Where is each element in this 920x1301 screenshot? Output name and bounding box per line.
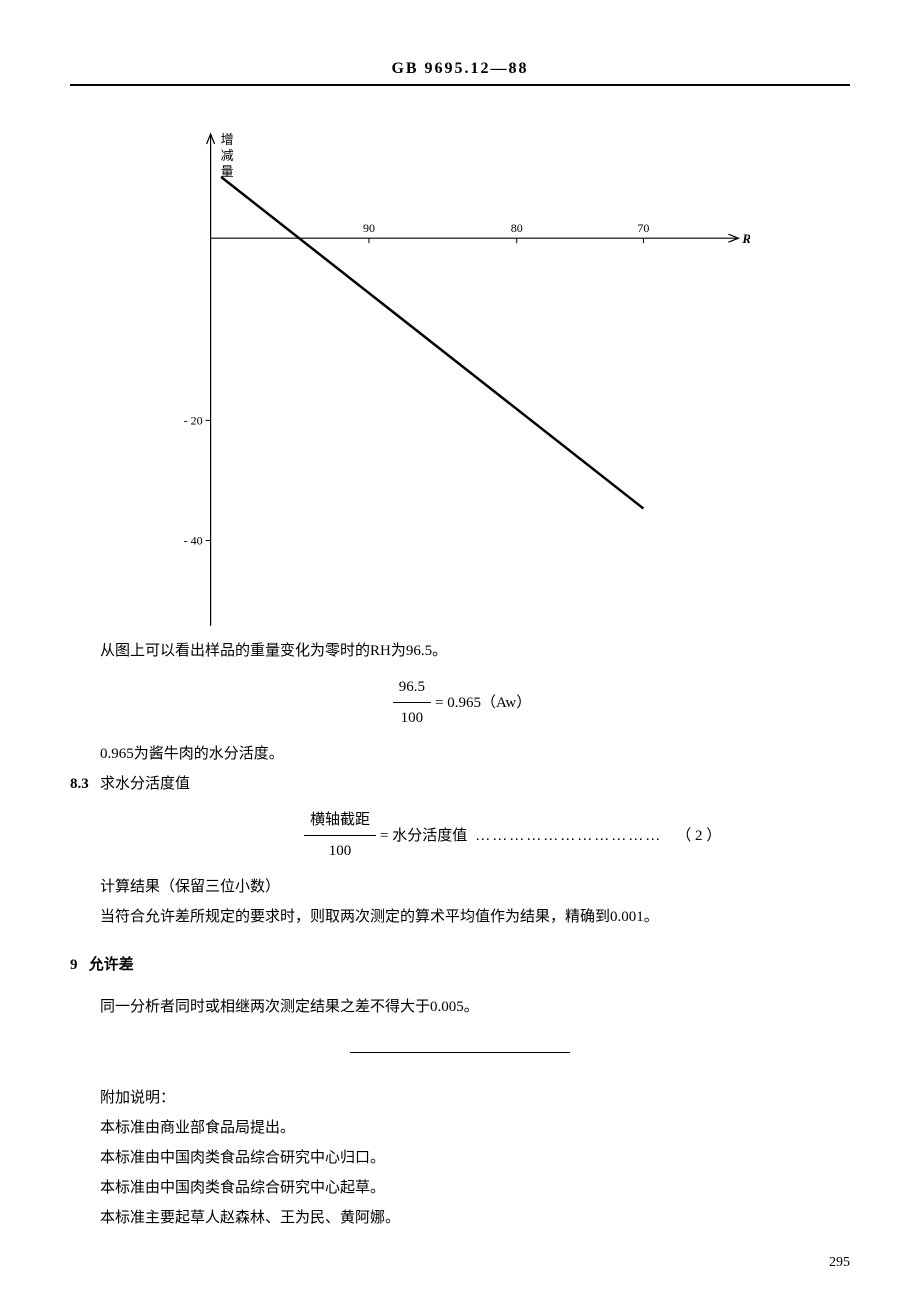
appendix-title: 附加说明：	[70, 1083, 850, 1113]
paragraph: 当符合允许差所规定的要求时，则取两次测定的算术平均值作为结果，精确到0.001。	[70, 902, 850, 932]
appendix-line: 本标准由中国肉类食品综合研究中心起草。	[70, 1173, 850, 1203]
formula-rhs: = 0.965（Aw）	[435, 688, 531, 718]
svg-text:- 20: - 20	[184, 413, 203, 427]
section-number: 8.3	[70, 776, 89, 792]
equation-number: （ 2 ）	[676, 821, 721, 851]
svg-text:增: 增	[221, 132, 234, 147]
body-text: 从图上可以看出样品的重量变化为零时的RH为96.5。 96.5 100 = 0.…	[70, 636, 850, 1233]
section-title: 求水分活度值	[100, 776, 190, 792]
paragraph: 0.965为酱牛肉的水分活度。	[70, 739, 850, 769]
line-chart: 增减量RH908070- 20- 40	[170, 126, 750, 636]
paragraph: 计算结果（保留三位小数）	[70, 872, 850, 902]
section-title: 允许差	[89, 957, 134, 973]
fraction: 横轴截距 100	[304, 805, 376, 866]
section-8-3: 8.3 求水分活度值	[70, 769, 850, 799]
formula-1: 96.5 100 = 0.965（Aw）	[70, 672, 850, 733]
header-rule	[70, 84, 850, 86]
formula-rhs: = 水分活度值	[380, 821, 467, 851]
svg-text:- 40: - 40	[184, 534, 203, 548]
formula-2: 横轴截距 100 = 水分活度值 …………………………… （ 2 ）	[70, 805, 850, 866]
paragraph: 从图上可以看出样品的重量变化为零时的RH为96.5。	[70, 636, 850, 666]
paragraph: 同一分析者同时或相继两次测定结果之差不得大于0.005。	[70, 992, 850, 1022]
appendix-line: 本标准由商业部食品局提出。	[70, 1113, 850, 1143]
denominator: 100	[395, 703, 430, 733]
section-number: 9	[70, 957, 78, 973]
svg-text:70: 70	[637, 221, 649, 235]
svg-text:90: 90	[363, 221, 375, 235]
svg-text:RH: RH	[741, 231, 750, 246]
denominator: 100	[323, 836, 358, 866]
appendix-line: 本标准主要起草人赵森林、王为民、黄阿娜。	[70, 1203, 850, 1233]
document-page: GB 9695.12—88 增减量RH908070- 20- 40 从图上可以看…	[0, 0, 920, 1301]
svg-text:减: 减	[221, 148, 234, 163]
page-number: 295	[829, 1255, 850, 1271]
numerator: 横轴截距	[304, 805, 376, 836]
appendix-line: 本标准由中国肉类食品综合研究中心归口。	[70, 1143, 850, 1173]
section-9: 9 允许差	[70, 950, 850, 980]
doc-code: GB 9695.12—88	[70, 60, 850, 84]
chart-container: 增减量RH908070- 20- 40	[170, 126, 750, 636]
fraction: 96.5 100	[393, 672, 431, 733]
svg-text:80: 80	[511, 221, 523, 235]
leader-dots: ……………………………	[475, 821, 662, 851]
divider	[350, 1052, 570, 1053]
numerator: 96.5	[393, 672, 431, 703]
